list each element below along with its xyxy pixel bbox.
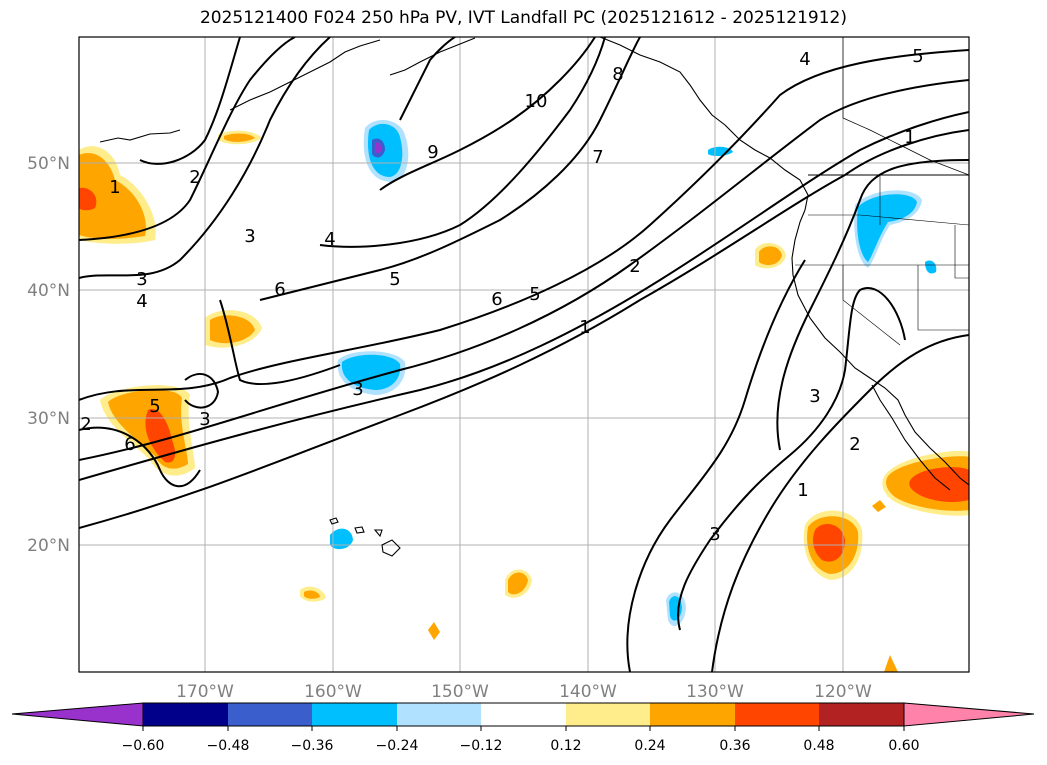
negative-anomaly-region: [375, 142, 382, 154]
colorbar-bin: [143, 703, 228, 726]
contour-label: 3: [352, 379, 363, 400]
colorbar-bin: [650, 703, 735, 726]
colorbar-tick-label: 0.36: [719, 738, 750, 754]
colorbar-bin: [819, 703, 904, 726]
lon-label: 120°W: [814, 682, 872, 702]
positive-anomaly-region: [210, 315, 255, 344]
contour-label: 10: [525, 91, 548, 112]
contour-label: 9: [427, 142, 438, 163]
colorbar-bin: [312, 703, 397, 726]
colorbar-extend-high: [903, 702, 1035, 727]
colorbar-tick-label: 0.24: [634, 738, 665, 754]
contour-label: 2: [80, 414, 91, 435]
positive-anomaly-region: [79, 187, 97, 211]
contour-label: 3: [244, 226, 255, 247]
contour-label: 1: [904, 127, 915, 148]
negative-anomaly-region: [857, 194, 917, 262]
lat-label: 50°N: [27, 154, 70, 174]
contour-lines: [79, 37, 969, 672]
contour-label: 2: [189, 167, 200, 188]
positive-anomaly-region: [884, 655, 898, 672]
colorbar-tick-label: 0.12: [550, 738, 581, 754]
contour-label: 5: [912, 46, 923, 67]
lat-label: 40°N: [27, 281, 70, 301]
positive-anomaly-region: [813, 524, 845, 562]
colorbar: −0.60 −0.48 −0.36 −0.24 −0.12 0.12 0.24 …: [11, 702, 1035, 754]
colorbar-tick-labels: −0.60 −0.48 −0.36 −0.24 −0.12 0.12 0.24 …: [122, 738, 920, 754]
negative-anomaly-region: [330, 528, 353, 550]
colorbar-tick-label: 0.60: [888, 738, 919, 754]
lat-label: 30°N: [27, 409, 70, 429]
contour-label: 5: [529, 284, 540, 305]
positive-anomaly-region: [79, 152, 146, 239]
contour-label-group: 1 2 3 4 5 6 7 8 9 10 1 2 3 4 5 1 2 3 5 6…: [80, 46, 923, 545]
contour-label: 1: [109, 177, 120, 198]
colorbar-bin: [228, 703, 312, 726]
contour-label: 6: [491, 289, 502, 310]
colorbar-bin: [481, 703, 566, 726]
latitude-labels: 50°N 40°N 30°N 20°N: [27, 154, 70, 556]
contour-label: 4: [324, 229, 335, 250]
lon-label: 160°W: [304, 682, 362, 702]
colorbar-tick-label: −0.36: [291, 738, 334, 754]
lon-label: 150°W: [431, 682, 489, 702]
colorbar-tick-label: −0.60: [122, 738, 165, 754]
map-frame: [78, 36, 970, 673]
positive-anomaly-region: [909, 467, 969, 503]
negative-anomaly-region: [925, 260, 937, 274]
positive-anomaly-region: [428, 622, 440, 640]
lon-label: 130°W: [686, 682, 744, 702]
contour-label: 6: [124, 434, 135, 455]
positive-anomaly-region: [872, 500, 886, 512]
contour-label: 3: [709, 524, 720, 545]
positive-anomaly-region: [145, 409, 176, 463]
positive-anomaly-region: [759, 246, 782, 266]
positive-anomaly-region: [304, 590, 320, 599]
lon-label: 140°W: [559, 682, 617, 702]
colorbar-tick-label: 0.48: [803, 738, 834, 754]
longitude-labels: 170°W 160°W 150°W 140°W 130°W 120°W: [176, 682, 872, 702]
contour-label: 2: [629, 256, 640, 277]
contour-label: 3: [199, 409, 210, 430]
contour-label: 8: [612, 64, 623, 85]
colorbar-tick-label: −0.24: [376, 738, 419, 754]
contour-label: 3: [809, 386, 820, 407]
colorbar-tick-label: −0.12: [460, 738, 503, 754]
lon-label: 170°W: [176, 682, 234, 702]
positive-anomaly-region: [224, 133, 255, 142]
colorbar-tick-label: −0.48: [207, 738, 250, 754]
lat-label: 20°N: [27, 536, 70, 556]
contour-label: 1: [797, 480, 808, 501]
shaded-anomalies: [79, 119, 969, 672]
colorbar-bin: [566, 703, 650, 726]
negative-anomaly-region: [708, 146, 733, 157]
map-title: 2025121400 F024 250 hPa PV, IVT Landfall…: [199, 8, 847, 28]
colorbar-bin: [735, 703, 819, 726]
colorbar-ticks: [142, 726, 905, 731]
contour-label: 6: [274, 279, 285, 300]
colorbar-bin: [397, 703, 481, 726]
contour-label: 4: [136, 291, 147, 312]
colorbar-outline: [142, 702, 905, 727]
negative-anomaly-region: [367, 123, 403, 177]
colorbar-extend-low: [11, 702, 144, 727]
contour-label: 5: [149, 396, 160, 417]
contour-label: 3: [136, 269, 147, 290]
contour-label: 1: [579, 317, 590, 338]
contour-label: 7: [592, 147, 603, 168]
contour-label: 4: [799, 49, 810, 70]
contour-label: 5: [389, 269, 400, 290]
positive-anomaly-region: [508, 572, 528, 595]
contour-label: 2: [849, 434, 860, 455]
